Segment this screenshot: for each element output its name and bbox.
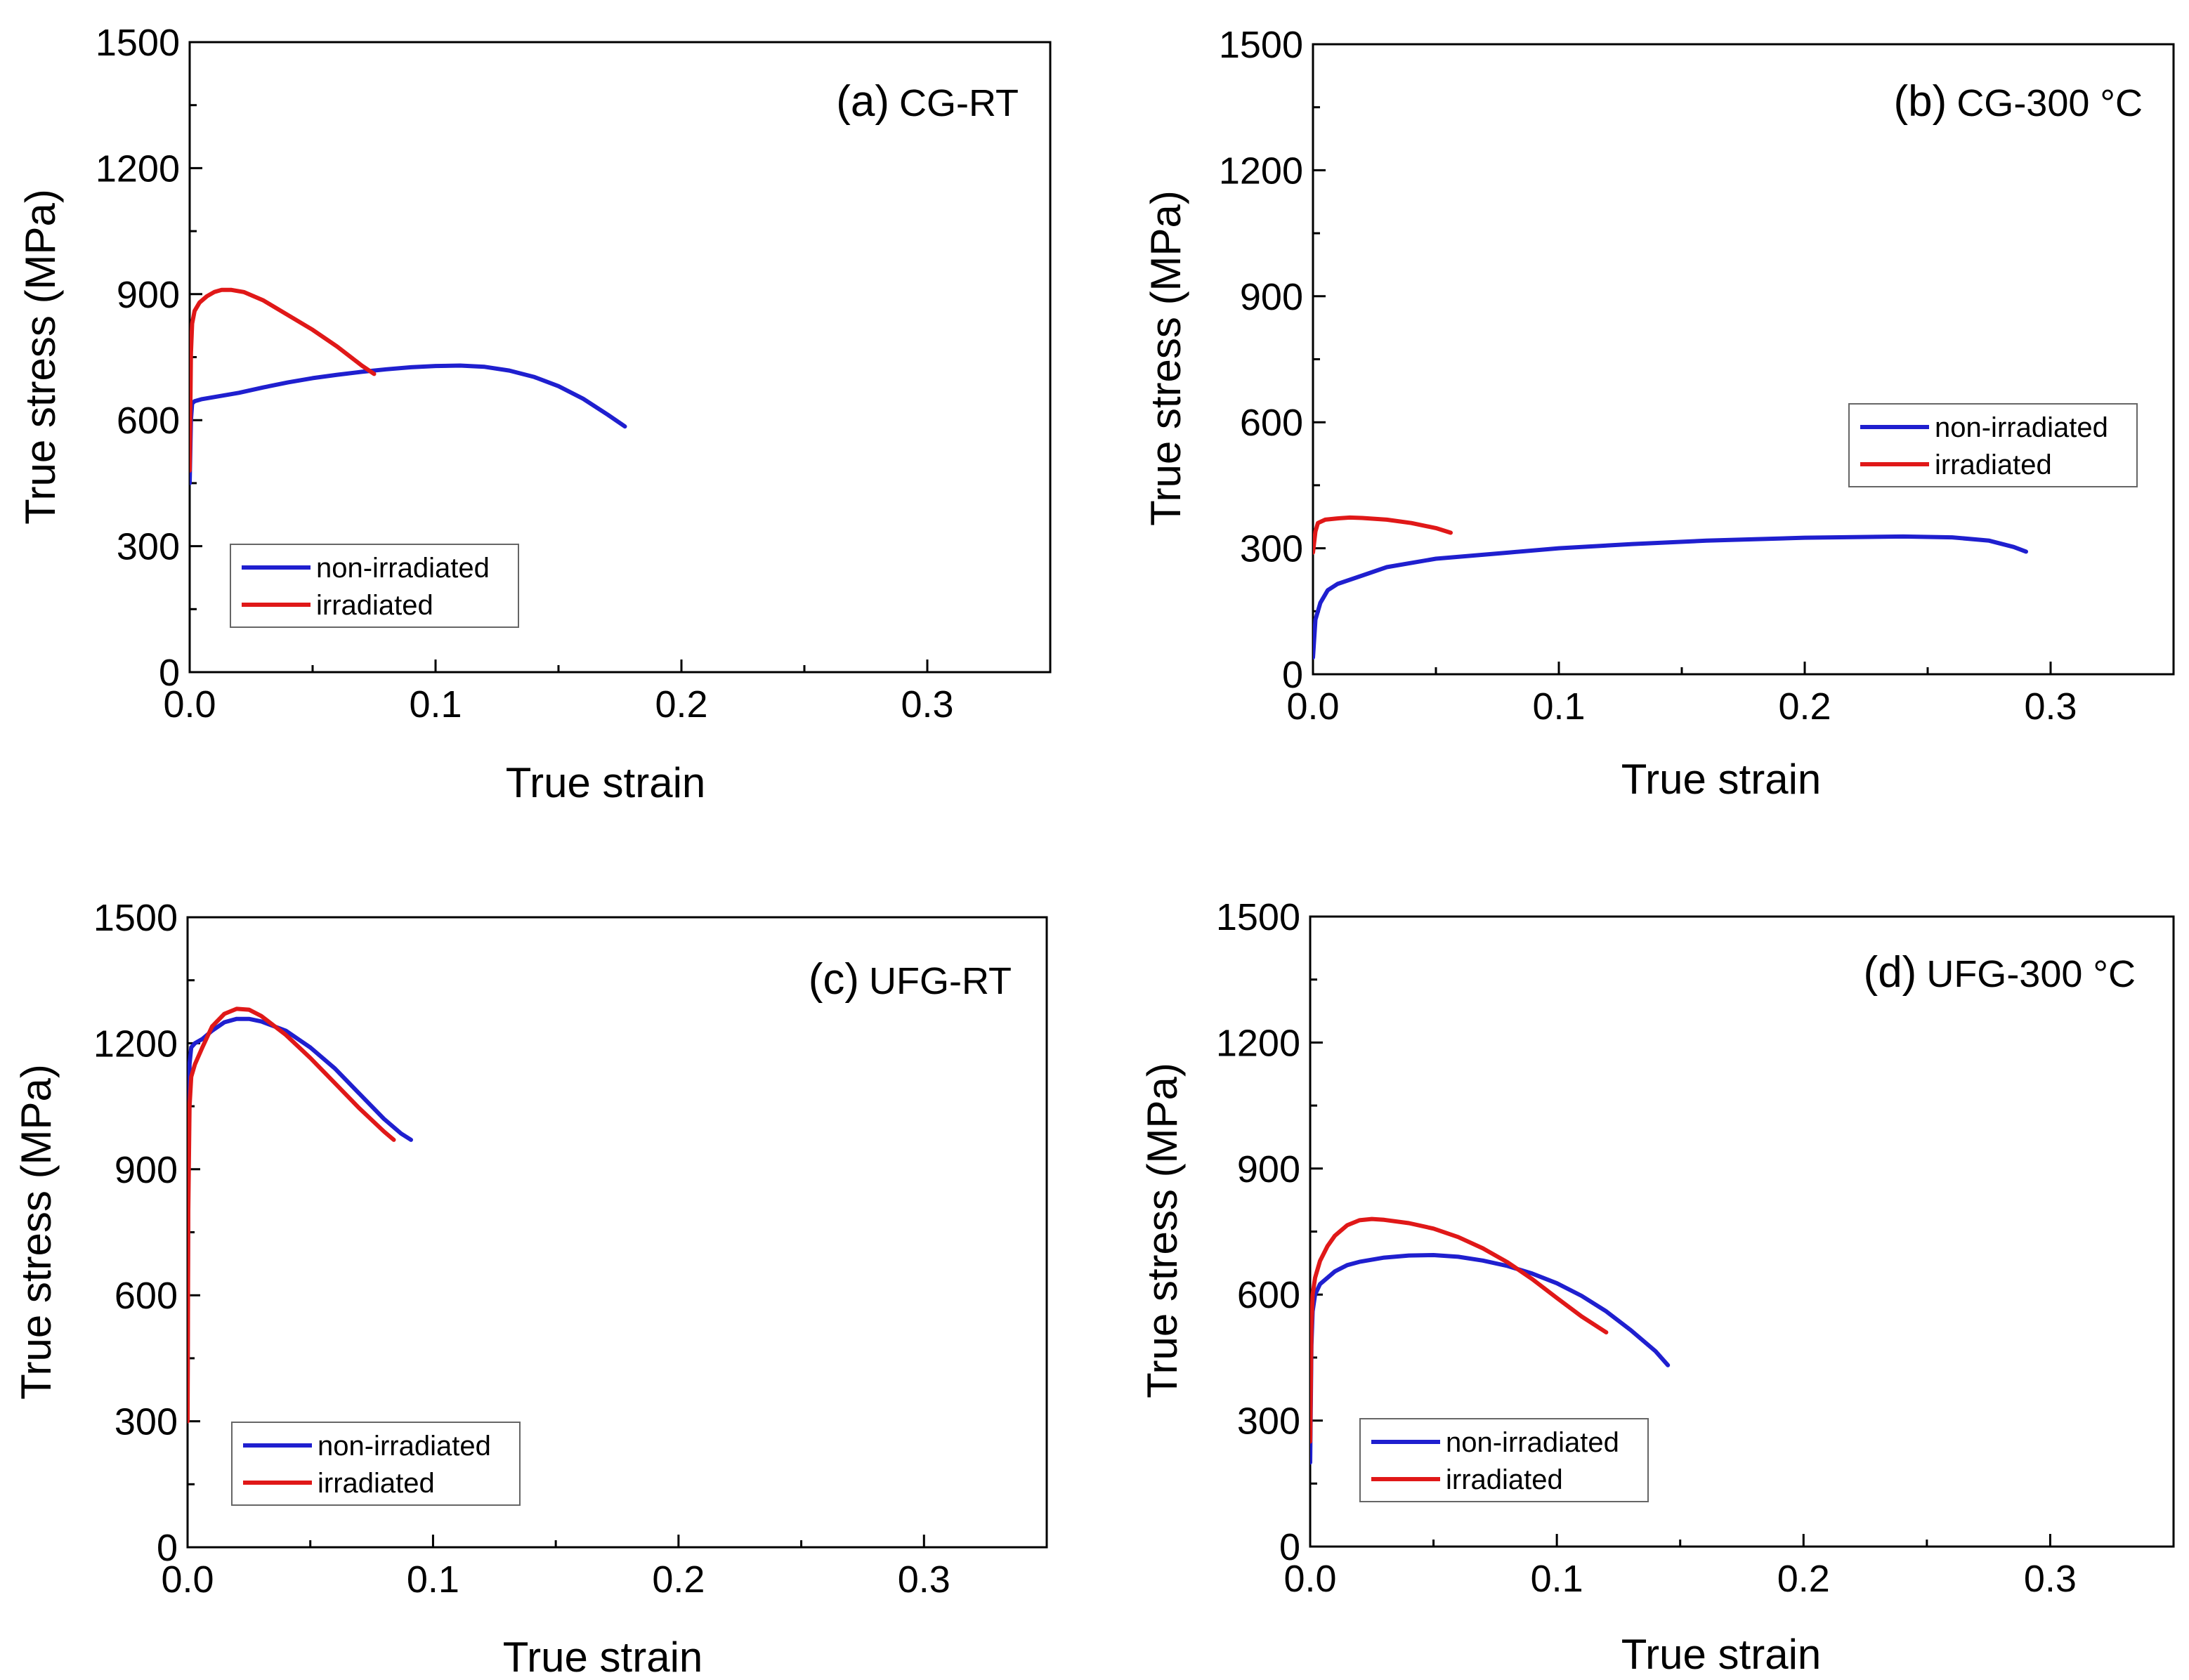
panel-tag: (b) [1894,77,1947,126]
y-tick-label: 600 [1237,1274,1300,1316]
panel-title: UFG-300 °C [1926,953,2136,995]
y-tick-label: 900 [1237,1148,1300,1190]
y-tick-label: 1200 [96,147,180,190]
legend-box [230,544,519,628]
y-tick-label: 900 [115,1149,178,1191]
x-tick-label: 0.0 [1283,1558,1336,1600]
chart-panel-a: 0.0 0.1 0.2 0.3 0 300 600 900 1200 1500 True strai… [17,22,1052,806]
y-axis-title: True stress (MPa) [17,189,64,525]
panel-title-group: (d) UFG-300 °C [1864,948,2136,997]
series-line-non-irradiated [1310,1253,1671,1465]
x-tick-label: 0.3 [2024,1558,2077,1600]
y-tick-label: 600 [115,1275,178,1317]
series-line-non-irradiated [1313,534,2028,660]
panel-title-group: (b) CG-300 °C [1894,77,2143,126]
y-tick-label: 300 [1237,1400,1300,1443]
x-axis-title: True strain [506,759,706,806]
legend-label: non-irradiated [1446,1427,1619,1458]
legend: non-irradiated irradiated [231,1422,521,1506]
panel-title-group: (a) CG-RT [836,77,1019,126]
x-tick-label: 0.2 [1778,685,1831,728]
legend-box [231,1422,521,1506]
plot-frame [1312,43,2175,676]
y-tick-label: 1200 [1216,1022,1300,1064]
legend-label: non-irradiated [316,553,490,584]
x-axis-title: True strain [1621,1631,1822,1678]
series-line-irradiated [188,1006,396,1424]
y-tick-label: 1500 [1219,24,1303,66]
x-tick-label: 0.1 [407,1558,459,1601]
series-line-non-irradiated [190,363,627,485]
legend: non-irradiated irradiated [1848,403,2138,487]
x-tick-label: 0.0 [1286,685,1339,728]
legend: non-irradiated irradiated [1359,1418,1649,1502]
y-tick-label: 1200 [1219,150,1303,192]
x-tick-label: 0.3 [2024,685,2077,728]
x-tick-label: 0.3 [901,683,953,726]
legend-box [1848,403,2138,487]
y-tick-label: 300 [115,1401,178,1443]
y-tick-label: 300 [1240,528,1303,570]
panel-title: UFG-RT [869,960,1012,1002]
y-tick-label: 600 [117,400,180,442]
legend-label: irradiated [1446,1464,1563,1495]
chart-panel-c: 0.0 0.1 0.2 0.3 0 300 600 900 1200 1500 True strai… [13,897,1048,1680]
x-tick-label: 0.2 [655,683,707,726]
panel-tag: (d) [1864,948,1917,997]
y-tick-label: 0 [1282,654,1303,696]
series-line-irradiated [1313,515,1453,555]
series-line-irradiated [1310,1216,1609,1444]
x-tick-label: 0.2 [1777,1558,1830,1600]
x-tick-label: 0.3 [898,1558,950,1601]
x-tick-label: 0.1 [1531,1558,1583,1600]
legend-label: irradiated [1935,449,2052,480]
panel-title: CG-300 °C [1956,82,2143,124]
x-tick-label: 0.1 [1532,685,1585,728]
legend-label: irradiated [318,1468,435,1499]
chart-panel-b: 0.0 0.1 0.2 0.3 0 300 600 900 1200 1500 True strai… [1142,24,2175,803]
legend-box [1359,1418,1649,1502]
x-tick-label: 0.0 [163,683,216,726]
y-tick-label: 900 [1240,276,1303,318]
y-tick-label: 0 [1279,1526,1300,1568]
series-line-irradiated [190,287,377,473]
y-tick-label: 0 [157,1527,178,1569]
panel-tag: (c) [809,955,859,1004]
legend-label: irradiated [316,590,433,621]
y-axis-title: True stress (MPa) [1139,1063,1186,1398]
legend: non-irradiated irradiated [230,544,519,628]
y-tick-label: 300 [117,526,180,568]
y-tick-label: 1200 [93,1023,178,1065]
y-tick-label: 900 [117,274,180,316]
x-tick-label: 0.1 [409,683,462,726]
legend-label: non-irradiated [1935,412,2108,443]
x-tick-label: 0.0 [161,1558,214,1601]
x-axis-title: True strain [503,1634,703,1680]
panel-title-group: (c) UFG-RT [809,955,1012,1004]
series-line-non-irradiated [188,1016,413,1390]
y-tick-label: 600 [1240,402,1303,444]
y-axis-title: True stress (MPa) [1142,190,1189,526]
y-tick-label: 0 [159,652,180,694]
x-tick-label: 0.2 [652,1558,705,1601]
panel-title: CG-RT [899,82,1019,124]
x-axis-title: True strain [1621,756,1822,803]
y-axis-title: True stress (MPa) [13,1064,60,1400]
panel-tag: (a) [836,77,889,126]
y-tick-label: 1500 [96,22,180,64]
legend-label: non-irradiated [318,1431,491,1462]
y-tick-label: 1500 [93,897,178,939]
y-tick-label: 1500 [1216,896,1300,938]
chart-panel-d: 0.0 0.1 0.2 0.3 0 300 600 900 1200 1500 True strai… [1139,896,2175,1678]
